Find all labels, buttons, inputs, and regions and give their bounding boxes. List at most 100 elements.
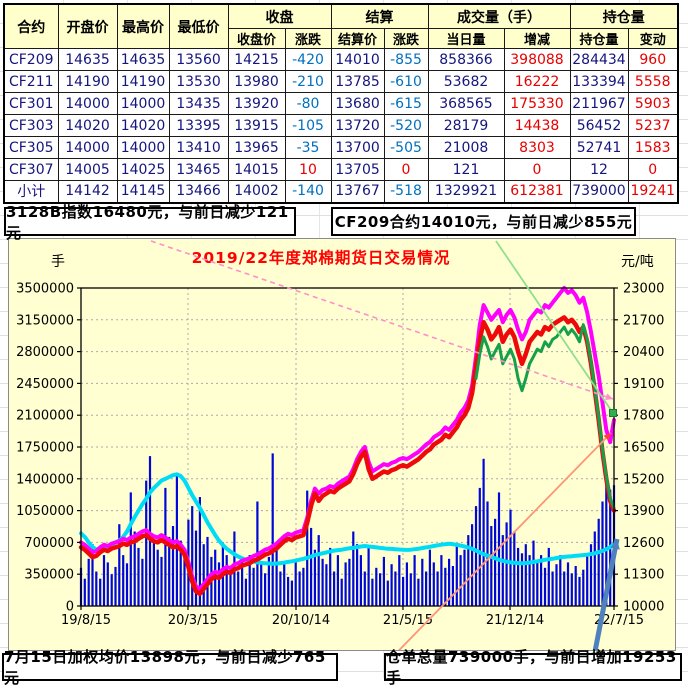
svg-text:1400000: 1400000 (16, 472, 74, 487)
cell-low: 13395 (168, 114, 229, 137)
cell-high: 14145 (116, 180, 170, 203)
svg-text:21/5/15: 21/5/15 (383, 613, 433, 628)
column-header: 最高价 (116, 3, 170, 49)
cell-settle: 13785 (330, 70, 385, 93)
cell-contract: CF301 (3, 92, 59, 115)
cell-open: 14000 (57, 136, 118, 159)
cell-volume: 858366 (427, 48, 505, 71)
cell-vol_chg: 612381 (503, 180, 571, 203)
column-header: 结算 (330, 3, 429, 29)
cell-high: 14020 (116, 114, 170, 137)
cell-low: 13435 (168, 92, 229, 115)
quote-row: CF211 14190 14190 13530 13980 -210 13785 -610 53… (3, 70, 679, 93)
cell-contract: 小计 (3, 180, 59, 203)
cell-close: 13920 (227, 92, 286, 115)
svg-text:20/10/14: 20/10/14 (272, 613, 330, 628)
cell-oi_chg: 19241 (627, 180, 679, 203)
cell-settle: 14010 (330, 48, 385, 71)
cell-contract: CF307 (3, 158, 59, 181)
svg-text:17800: 17800 (623, 409, 664, 424)
svg-text:350000: 350000 (24, 568, 74, 583)
quote-row: CF301 14000 14000 13435 13920 -80 13680 -615 368… (3, 92, 679, 115)
cell-high: 14635 (116, 48, 170, 71)
cell-volume: 28179 (427, 114, 505, 137)
cell-open: 14142 (57, 180, 118, 203)
svg-text:13900: 13900 (623, 504, 664, 519)
cell-close_chg: 10 (284, 158, 332, 181)
cell-settle: 13720 (330, 114, 385, 137)
column-sub-header: 涨跌 (383, 28, 429, 49)
cell-volume: 121 (427, 158, 505, 181)
cell-vol_chg: 175330 (503, 92, 571, 115)
svg-text:700000: 700000 (24, 536, 74, 551)
cell-open: 14005 (57, 158, 118, 181)
cell-low: 13530 (168, 70, 229, 93)
cell-vol_chg: 14438 (503, 114, 571, 137)
svg-text:1750000: 1750000 (16, 441, 74, 456)
cell-vol_chg: 0 (503, 158, 571, 181)
cell-vol_chg: 16222 (503, 70, 571, 93)
cell-close_chg: -105 (284, 114, 332, 137)
weighted-average-banner: 7月15日加权均价13898元，与前日减少765元 (2, 648, 338, 687)
cell-close: 14015 (227, 158, 286, 181)
cell-high: 14000 (116, 92, 170, 115)
cell-oi_chg: 960 (627, 48, 679, 71)
index-info-text: 3128B指数16480元，与前日减少121元 (6, 202, 289, 242)
cell-open: 14635 (57, 48, 118, 71)
cell-oi: 284434 (569, 48, 629, 71)
svg-text:12600: 12600 (623, 536, 664, 551)
cell-settle: 13700 (330, 136, 385, 159)
column-header: 持仓量 (569, 3, 679, 29)
column-sub-header: 结算价 (330, 28, 385, 49)
cell-vol_chg: 8303 (503, 136, 571, 159)
svg-text:0: 0 (66, 600, 74, 615)
column-sub-header: 持仓量 (569, 28, 629, 49)
column-sub-header: 当日量 (427, 28, 505, 49)
svg-text:2019/22年度郑棉期货日交易情况: 2019/22年度郑棉期货日交易情况 (192, 248, 451, 267)
cell-settle_chg: -505 (383, 136, 429, 159)
cell-settle: 13767 (330, 180, 385, 203)
column-header: 合约 (3, 3, 59, 49)
cell-oi_chg: 5903 (627, 92, 679, 115)
svg-text:2800000: 2800000 (16, 345, 74, 360)
cf209-info-banner: CF209合约14010元，与前日减少855元 (331, 207, 636, 236)
svg-text:20400: 20400 (623, 345, 664, 360)
chart-canvas: 0 350000 700000 1050000 1400000 1750000 210000… (16, 240, 664, 650)
quote-row: CF307 14005 14025 13465 14015 10 13705 0 121 0 12 0 (3, 158, 679, 181)
cell-contract: CF209 (3, 48, 59, 71)
cell-oi: 52741 (569, 136, 629, 159)
cell-oi: 12 (569, 158, 629, 181)
cell-settle_chg: -855 (383, 48, 429, 71)
table-sub-header-row: 收盘价 涨跌 结算价 涨跌 当日量 增减 持仓量 变动 (4, 28, 679, 49)
quote-table-header: 合约 开盘价 最高价 最低价 收盘 结算 成交量（手） 持仓量 收盘价 涨跌 结算价 涨跌 当日量 增减持… (3, 3, 679, 49)
svg-text:1050000: 1050000 (16, 504, 74, 519)
cotton-futures-chart: 0 350000 700000 1050000 1400000 1750000 210000… (8, 238, 676, 651)
table-group-header-row: 合约 开盘价 最高价 最低价 收盘 结算 成交量（手） 持仓量 (3, 3, 679, 49)
quote-row: 小计 14142 14145 13466 14002 -140 13767 -518 13299… (3, 180, 679, 203)
cell-open: 14020 (57, 114, 118, 137)
svg-text:15200: 15200 (623, 472, 664, 487)
svg-text:2100000: 2100000 (16, 409, 74, 424)
cell-high: 14000 (116, 136, 170, 159)
quote-row: CF209 14635 14635 13560 14215 -420 14010 -855 85… (3, 48, 679, 71)
cell-high: 14190 (116, 70, 170, 93)
cell-close: 13915 (227, 114, 286, 137)
cell-settle_chg: -520 (383, 114, 429, 137)
svg-text:3500000: 3500000 (16, 282, 74, 297)
cell-volume: 1329921 (427, 180, 505, 203)
cell-close: 14215 (227, 48, 286, 71)
cell-oi_chg: 0 (627, 158, 679, 181)
cell-settle_chg: -610 (383, 70, 429, 93)
cell-low: 13465 (168, 158, 229, 181)
column-header: 成交量（手） (427, 3, 571, 29)
svg-text:16500: 16500 (623, 441, 664, 456)
index-info-banner: 3128B指数16480元，与前日减少121元 (4, 203, 296, 242)
cell-oi: 739000 (569, 180, 629, 203)
cell-close: 13980 (227, 70, 286, 93)
cell-close_chg: -35 (284, 136, 332, 159)
cell-oi_chg: 5558 (627, 70, 679, 93)
column-sub-header: 变动 (627, 28, 679, 49)
cell-high: 14025 (116, 158, 170, 181)
cell-settle_chg: -518 (383, 180, 429, 203)
cell-close: 14002 (227, 180, 286, 203)
